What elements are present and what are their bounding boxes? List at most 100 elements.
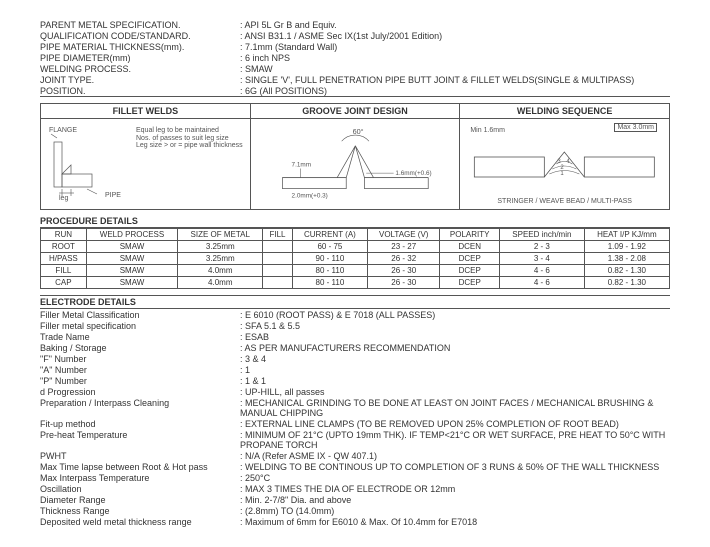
electrode-label: Max Time lapse between Root & Hot pass bbox=[40, 462, 240, 472]
table-cell bbox=[263, 277, 292, 289]
label: POSITION. bbox=[40, 86, 240, 96]
label: JOINT TYPE. bbox=[40, 75, 240, 85]
table-header: VOLTAGE (V) bbox=[368, 229, 440, 241]
electrode-row: Trade NameESAB bbox=[40, 332, 670, 342]
electrode-value: EXTERNAL LINE CLAMPS (TO BE REMOVED UPON… bbox=[240, 419, 670, 429]
table-cell: H/PASS bbox=[41, 253, 87, 265]
electrode-row: PWHTN/A (Refer ASME IX - QW 407.1) bbox=[40, 451, 670, 461]
diagram-title-bar: FILLET WELDS GROOVE JOINT DESIGN WELDING… bbox=[40, 103, 670, 119]
table-cell: 4.0mm bbox=[178, 277, 263, 289]
table-cell: 3 - 4 bbox=[500, 253, 585, 265]
table-cell: 80 - 110 bbox=[292, 265, 367, 277]
electrode-value: MAX 3 TIMES THE DIA OF ELECTRODE OR 12mm bbox=[240, 484, 670, 494]
gap-label: 1.6mm(+0.6) bbox=[395, 170, 431, 177]
table-cell: 1.38 - 2.08 bbox=[584, 253, 669, 265]
table-cell: DCEP bbox=[440, 253, 500, 265]
electrode-row: Baking / StorageAS PER MANUFACTURERS REC… bbox=[40, 343, 670, 353]
table-header: POLARITY bbox=[440, 229, 500, 241]
electrode-label: Baking / Storage bbox=[40, 343, 240, 353]
electrode-label: d Progression bbox=[40, 387, 240, 397]
pipe-label: PIPE bbox=[105, 192, 121, 199]
electrode-row: Preparation / Interpass CleaningMECHANIC… bbox=[40, 398, 670, 418]
flange-label: FLANGE bbox=[49, 127, 104, 134]
table-header: SIZE OF METAL bbox=[178, 229, 263, 241]
electrode-row: "A" Number1 bbox=[40, 365, 670, 375]
electrode-label: Fit-up method bbox=[40, 419, 240, 429]
electrode-row: Deposited weld metal thickness rangeMaxi… bbox=[40, 517, 670, 527]
angle-label: 60° bbox=[352, 127, 363, 136]
table-cell bbox=[263, 265, 292, 277]
table-cell: 3.25mm bbox=[178, 241, 263, 253]
svg-text:1: 1 bbox=[561, 171, 565, 177]
title-fillet: FILLET WELDS bbox=[41, 104, 251, 118]
electrode-label: Max Interpass Temperature bbox=[40, 473, 240, 483]
table-cell: SMAW bbox=[86, 277, 177, 289]
note: Nos. of passes to suit leg size bbox=[136, 135, 243, 143]
procedure-title: PROCEDURE DETAILS bbox=[40, 216, 670, 228]
table-row: FILLSMAW4.0mm80 - 11026 - 30DCEP4 - 60.8… bbox=[41, 265, 670, 277]
note: Leg size > or = pipe wall thickness bbox=[136, 142, 243, 150]
table-row: H/PASSSMAW3.25mm90 - 11026 - 32DCEP3 - 4… bbox=[41, 253, 670, 265]
note: Equal leg to be maintained bbox=[136, 127, 243, 135]
electrode-value: 1 & 1 bbox=[240, 376, 670, 386]
electrode-label: Filler Metal Classification bbox=[40, 310, 240, 320]
electrode-row: OscillationMAX 3 TIMES THE DIA OF ELECTR… bbox=[40, 484, 670, 494]
value: ANSI B31.1 / ASME Sec IX(1st July/2001 E… bbox=[240, 31, 670, 41]
table-cell: 3.25mm bbox=[178, 253, 263, 265]
table-cell: 0.82 - 1.30 bbox=[584, 265, 669, 277]
table-cell: 26 - 32 bbox=[368, 253, 440, 265]
electrode-label: Thickness Range bbox=[40, 506, 240, 516]
electrode-value: MINIMUM OF 21°C (UPTO 19mm THK). IF TEMP… bbox=[240, 430, 670, 450]
header-info: PARENT METAL SPECIFICATION.API 5L Gr B a… bbox=[40, 20, 670, 97]
label: PARENT METAL SPECIFICATION. bbox=[40, 20, 240, 30]
svg-text:4: 4 bbox=[567, 159, 571, 165]
electrode-value: 3 & 4 bbox=[240, 354, 670, 364]
value: SINGLE 'V', FULL PENETRATION PIPE BUTT J… bbox=[240, 75, 670, 85]
table-cell: 80 - 110 bbox=[292, 277, 367, 289]
electrode-label: Diameter Range bbox=[40, 495, 240, 505]
electrode-value: SFA 5.1 & 5.5 bbox=[240, 321, 670, 331]
procedure-table: RUNWELD PROCESSSIZE OF METAL FILL CURRENT … bbox=[40, 228, 670, 289]
label: PIPE DIAMETER(mm) bbox=[40, 53, 240, 63]
electrode-row: Max Interpass Temperature250°C bbox=[40, 473, 670, 483]
electrode-title: ELECTRODE DETAILS bbox=[40, 295, 670, 309]
electrode-row: Filler Metal ClassificationE 6010 (ROOT … bbox=[40, 310, 670, 320]
min-label: Min 1.6mm bbox=[470, 127, 505, 134]
table-cell: 4 - 6 bbox=[500, 277, 585, 289]
title-seq: WELDING SEQUENCE bbox=[460, 104, 669, 118]
table-header: WELD PROCESS bbox=[86, 229, 177, 241]
table-header: SPEED inch/min bbox=[500, 229, 585, 241]
electrode-label: Deposited weld metal thickness range bbox=[40, 517, 240, 527]
label: WELDING PROCESS. bbox=[40, 64, 240, 74]
table-cell: 60 - 75 bbox=[292, 241, 367, 253]
table-cell: SMAW bbox=[86, 253, 177, 265]
electrode-label: "A" Number bbox=[40, 365, 240, 375]
electrode-label: "P" Number bbox=[40, 376, 240, 386]
electrode-list: Filler Metal ClassificationE 6010 (ROOT … bbox=[40, 310, 670, 527]
electrode-row: Filler metal specificationSFA 5.1 & 5.5 bbox=[40, 321, 670, 331]
leg-label: leg bbox=[59, 195, 68, 202]
table-cell: 23 - 27 bbox=[368, 241, 440, 253]
table-row: CAPSMAW4.0mm80 - 11026 - 30DCEP4 - 60.82… bbox=[41, 277, 670, 289]
table-cell: DCEP bbox=[440, 265, 500, 277]
electrode-value: WELDING TO BE CONTINOUS UP TO COMPLETION… bbox=[240, 462, 670, 472]
electrode-label: Pre-heat Temperature bbox=[40, 430, 240, 450]
table-cell bbox=[263, 241, 292, 253]
electrode-value: Maximum of 6mm for E6010 & Max. Of 10.4m… bbox=[240, 517, 670, 527]
electrode-value: MECHANICAL GRINDING TO BE DONE AT LEAST … bbox=[240, 398, 670, 418]
value: SMAW bbox=[240, 64, 670, 74]
table-cell: FILL bbox=[41, 265, 87, 277]
table-cell: 26 - 30 bbox=[368, 277, 440, 289]
value: 7.1mm (Standard Wall) bbox=[240, 42, 670, 52]
value: 6G (All POSITIONS) bbox=[240, 86, 670, 96]
table-header: CURRENT (A) bbox=[292, 229, 367, 241]
root-label: 2.0mm(+0.3) bbox=[291, 193, 327, 200]
table-header: HEAT I/P KJ/mm bbox=[584, 229, 669, 241]
table-header: RUN bbox=[41, 229, 87, 241]
table-cell: DCEP bbox=[440, 277, 500, 289]
electrode-row: Max Time lapse between Root & Hot passWE… bbox=[40, 462, 670, 472]
electrode-value: ESAB bbox=[240, 332, 670, 342]
table-cell: SMAW bbox=[86, 241, 177, 253]
electrode-value: Min. 2-7/8" Dia. and above bbox=[240, 495, 670, 505]
fillet-diagram: FLANGE leg PIPE Equal leg bbox=[41, 119, 251, 209]
